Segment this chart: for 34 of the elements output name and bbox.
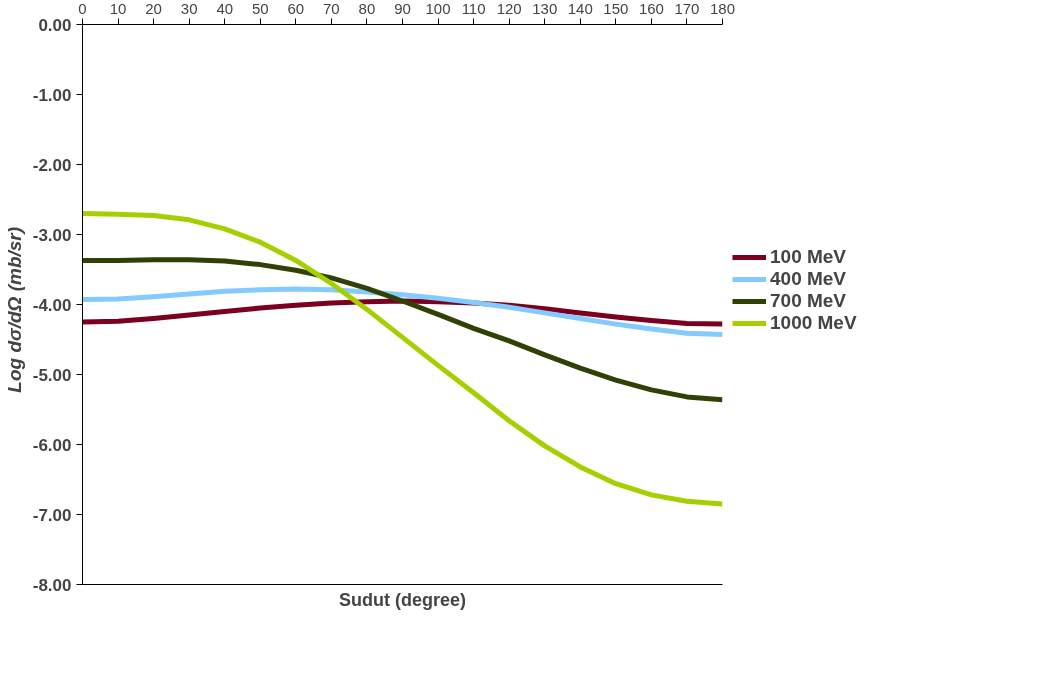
x-tick-label: 100 (425, 0, 451, 17)
y-tick-label: -6.00 (32, 435, 72, 455)
x-tick-label: 90 (394, 0, 411, 17)
y-tick-label: -8.00 (32, 575, 72, 595)
x-tick-label: 30 (180, 0, 198, 17)
y-tick-label: -4.00 (32, 295, 72, 315)
legend-label: 700 MeV (770, 290, 847, 312)
x-tick-label: 60 (287, 0, 305, 17)
y-tick-label: -2.00 (32, 155, 72, 175)
y-tick-label: -3.00 (32, 225, 72, 245)
legend-label: 1000 MeV (770, 312, 857, 334)
x-tick-label: 40 (216, 0, 234, 17)
x-tick-label: 180 (709, 0, 736, 17)
x-tick-label: 50 (251, 0, 269, 17)
y-tick-label: -1.00 (32, 85, 72, 105)
x-tick-label: 160 (638, 0, 664, 17)
x-tick-label: 0 (78, 0, 87, 17)
x-tick-label: 10 (109, 0, 127, 17)
y-tick-label: -5.00 (32, 365, 72, 385)
y-axis-title: Log dσ/dΩ (mb/sr) (3, 226, 25, 393)
legend-label: 100 MeV (770, 246, 847, 268)
x-tick-label: 130 (532, 0, 558, 17)
x-tick-label: 120 (496, 0, 522, 17)
x-tick-label: 150 (603, 0, 629, 17)
legend-label: 400 MeV (770, 268, 847, 290)
x-tick-label: 170 (674, 0, 700, 17)
x-tick-label: 70 (323, 0, 340, 17)
x-tick-label: 20 (145, 0, 162, 17)
x-tick-label: 80 (358, 0, 376, 17)
x-axis-title: Sudut (degree) (339, 589, 467, 610)
y-tick-label: -7.00 (32, 505, 72, 525)
y-tick-label: 0.00 (38, 15, 72, 35)
x-tick-label: 140 (567, 0, 593, 17)
x-tick-label: 110 (461, 0, 486, 17)
